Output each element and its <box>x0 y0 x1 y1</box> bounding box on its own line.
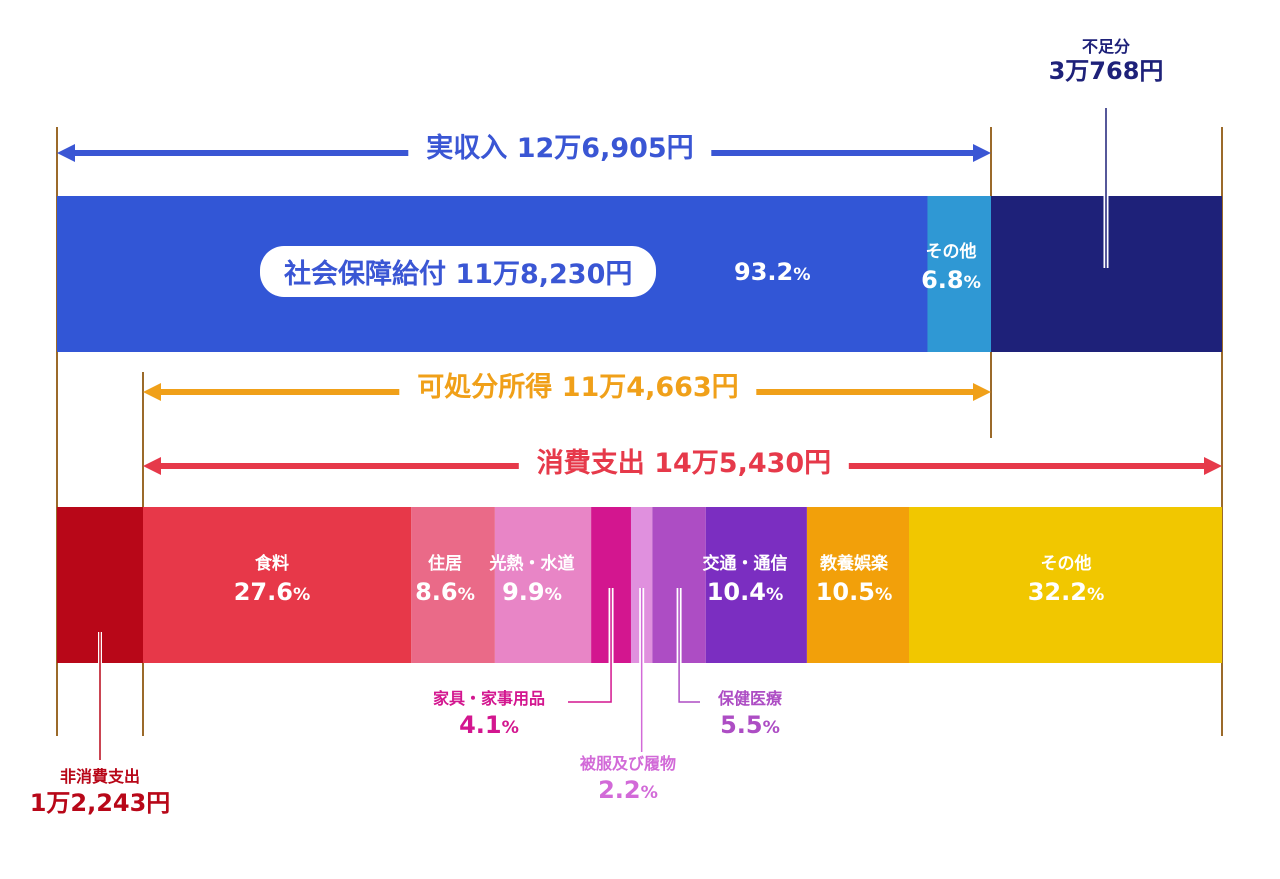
disposable-arrow-head-left <box>143 383 161 401</box>
expense-bar-segment-0 <box>143 507 412 663</box>
expense-recreation-label: 教養娯楽 10.5% <box>815 554 893 606</box>
expense-bar-segment-6 <box>705 507 807 663</box>
disposable-arrow-label: 可処分所得 11万4,663円 <box>399 372 757 404</box>
disposable-arrow-head-right <box>973 383 991 401</box>
expense-transport-label: 交通・通信 10.4% <box>702 554 788 606</box>
non-consumption-callout: 非消費支出 1万2,243円 <box>29 767 171 818</box>
expense-clothing-callout: 被服及び履物 2.2% <box>579 754 677 805</box>
furniture-leader-line <box>568 588 612 703</box>
income-other-label: その他 6.8% <box>921 242 981 294</box>
shortfall-label: 不足分 3万768円 <box>1048 37 1164 86</box>
expense-other-label: その他 32.2% <box>1027 554 1105 606</box>
consumption-arrow-head-left <box>143 457 161 475</box>
expense-bar-segment-2 <box>494 507 592 663</box>
expense-furniture-callout: 家具・家事用品 4.1% <box>432 689 546 740</box>
expense-utilities-label: 光熱・水道 9.9% <box>489 554 575 606</box>
expense-bar-segment-7 <box>806 507 909 663</box>
consumption-arrow-label: 消費支出 14万5,430円 <box>518 448 850 480</box>
expense-housing-label: 住居 8.6% <box>415 554 475 606</box>
income-bar-segment-1 <box>927 196 991 352</box>
expense-bar-segment-8 <box>908 507 1222 663</box>
income-other-percent: 6.8% <box>921 265 981 294</box>
expense-food-label: 食料 27.6% <box>233 554 311 606</box>
medical-leader-line <box>678 588 700 703</box>
expense-bar-segment-4 <box>630 507 653 663</box>
social-security-percent: 93.2% <box>734 258 811 286</box>
shortfall-amount: 3万768円 <box>1048 57 1164 86</box>
social-security-label: 社会保障給付 11万8,230円 <box>260 246 657 297</box>
shortfall-name: 不足分 <box>1081 37 1131 56</box>
expense-medical-callout: 保健医療 5.5% <box>717 689 783 740</box>
income-other-name: その他 <box>925 242 977 262</box>
consumption-arrow-head-right <box>1204 457 1222 475</box>
income-arrow-head-left <box>57 144 75 162</box>
expense-bar-segment-1 <box>411 507 495 663</box>
income-arrow-label: 実収入 12万6,905円 <box>408 133 712 165</box>
income-arrow-head-right <box>973 144 991 162</box>
